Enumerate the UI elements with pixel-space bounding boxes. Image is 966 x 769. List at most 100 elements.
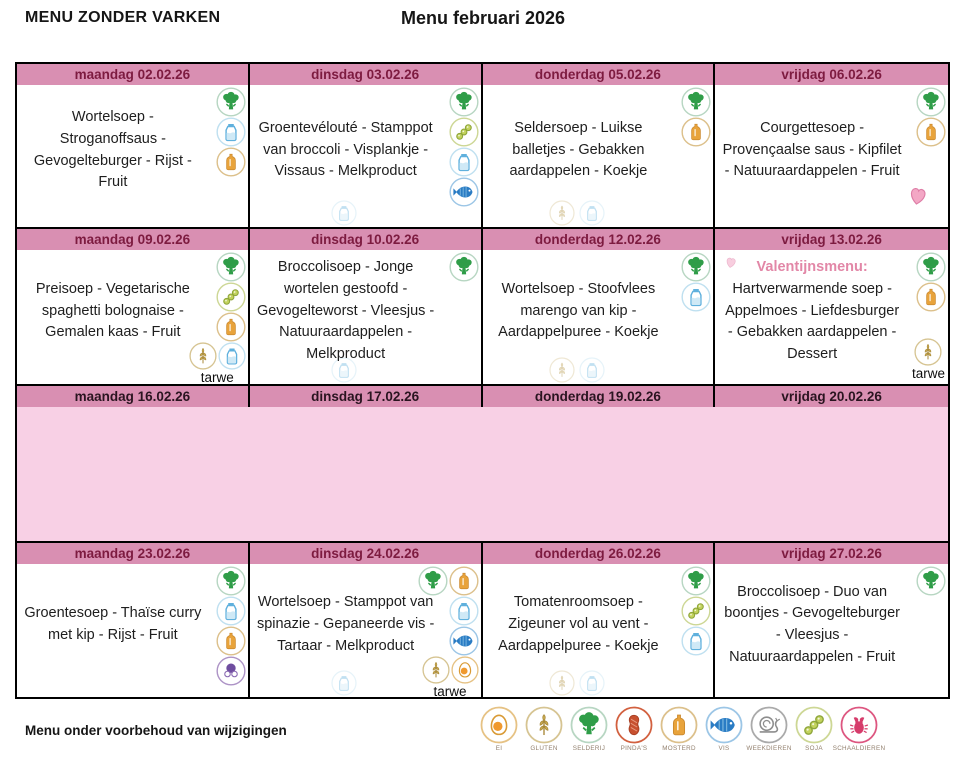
heart-decoration [903,180,933,215]
day-body: Broccolisoep - Jonge wortelen gestoofd -… [249,250,481,384]
allergen-icon-column [448,252,479,382]
day-body: Valentijnsmenu: Hartverwarmende soep - Ap… [715,250,948,384]
legend-label: EI [495,745,503,752]
menu-items: Tomatenroomsoep - Zigeuner vol au vent -… [498,594,659,654]
mosterd-icon [660,706,698,744]
legend-item-vis: VIS [703,706,745,752]
legend-label: VIS [718,745,730,752]
melk-icon [579,357,605,383]
legend-label: SOJA [805,745,823,752]
soja-icon [448,117,479,147]
day-cell: dinsdag 17.02.26 [249,386,483,407]
day-cell: donderdag 05.02.26 Seldersoep - Luikse ba… [482,64,716,227]
mosterd-icon [448,566,479,596]
menu-text: Groentesoep - Thaïse curry met kip - Rij… [17,564,248,697]
allergen-icon-column: tarwe [417,566,479,699]
day-header: donderdag 19.02.26 [482,386,714,407]
day-cell: maandag 09.02.26 Preisoep - Vegetarische … [17,229,250,385]
selderij-icon [570,706,608,744]
day-cell: maandag 02.02.26 Wortelsoep - Stroganoffs… [17,64,250,227]
day-header: dinsdag 17.02.26 [249,386,481,407]
day-cell: vrijdag 20.02.26 [715,386,948,407]
menu-items: Broccolisoep - Duo van boontjes - Gevoge… [724,583,900,665]
day-header: donderdag 05.02.26 [482,64,714,85]
legend-item-ei: EI [478,706,520,752]
selderij-icon [916,252,946,282]
soja-icon [681,596,711,626]
page-title: Menu februari 2026 [400,8,566,28]
week-row: maandag 09.02.26 Preisoep - Vegetarische … [17,229,948,386]
menu-items: Courgettesoep - Provençaalse saus - Kipf… [722,119,902,180]
footer-note: Menu onder voorbehoud van wijzigingen [25,723,287,738]
mosterd-icon [916,117,946,147]
day-cell: donderdag 19.02.26 [482,386,716,407]
selderij-icon [916,87,946,117]
selderij-icon [216,252,246,282]
ei-icon [450,656,479,684]
tarwe-label: tarwe [200,370,234,385]
faint-allergen-icons [489,200,666,226]
day-header: maandag 02.02.26 [17,64,248,85]
menu-items: Hartverwarmende soep - Appelmoes - Liefd… [725,280,900,363]
menu-text: Valentijnsmenu: Hartverwarmende soep - Ap… [715,250,948,384]
tarwe-label: tarwe [433,684,467,699]
faint-allergen-icons [489,357,666,383]
day-body: Courgettesoep - Provençaalse saus - Kipf… [715,85,948,227]
week-row: maandag 16.02.26 dinsdag 17.02.26 donderda… [17,386,948,543]
legend-item-soja: SOJA [793,706,835,752]
heart-icon [903,180,933,210]
day-header: dinsdag 10.02.26 [249,229,481,250]
gluten-icon [549,670,575,696]
page-title-left: MENU ZONDER VARKEN [25,9,221,26]
day-header: vrijdag 20.02.26 [715,386,948,407]
melk-icon [331,357,357,383]
menu-text: Broccolisoep - Jonge wortelen gestoofd -… [250,250,481,384]
tarwe-block: tarwe [189,342,246,386]
allergen-icon-column [448,87,479,225]
melk-icon [681,282,711,312]
ei-icon [480,706,518,744]
allergen-icon-column [216,566,246,695]
allergen-legend: EI GLUTEN SELDERIJ PINDA'S MOSTERD VIS WEEKDIE… [478,706,885,752]
day-body: Broccolisoep - Duo van boontjes - Gevoge… [715,564,948,697]
menu-items: Groentevélouté - Stamppot van broccoli -… [258,119,433,180]
day-body: Groentevélouté - Stamppot van broccoli -… [249,85,481,227]
menu-text: Courgettesoep - Provençaalse saus - Kipf… [715,85,948,227]
day-body: Seldersoep - Luikse balletjes - Gebakken… [482,85,714,227]
menu-text: Wortelsoep - Stoofvlees marengo van kip … [483,250,714,384]
melk-icon [579,200,605,226]
day-header: dinsdag 24.02.26 [249,543,481,564]
day-body: Wortelsoep - Stamppot van spinazie - Gep… [249,564,481,699]
allergen-icon-column [681,87,711,225]
empty-week-band [17,407,948,541]
legend-item-selderij: SELDERIJ [568,706,610,752]
legend-item-weekdieren: WEEKDIEREN [746,706,791,752]
melk-icon [681,626,711,656]
legend-label: SELDERIJ [572,745,606,752]
legend-item-mosterd: MOSTERD [658,706,700,752]
day-cell: vrijdag 13.02.26 Valentijnsmenu: Hartverwa… [715,229,948,384]
week-row: maandag 02.02.26 Wortelsoep - Stroganoffs… [17,64,948,229]
allergen-icon-column: tarwe [189,252,246,385]
melk-icon [216,596,246,626]
weekdieren-icon [750,706,788,744]
melk-icon [448,147,479,177]
gluten-icon [189,342,217,370]
selderij-icon [916,566,946,596]
legend-item-gluten: GLUTEN [523,706,565,752]
gluten-icon [549,200,575,226]
faint-allergen-icons [256,200,433,226]
selderij-icon [216,566,246,596]
melk-icon [216,117,246,147]
day-header: vrijdag 06.02.26 [715,64,948,85]
legend-item-pindas: PINDA'S [613,706,655,752]
mosterd-icon [681,117,711,147]
melk-icon [331,670,357,696]
day-header: vrijdag 13.02.26 [715,229,948,250]
allergen-icon-column [681,566,711,695]
day-header: maandag 09.02.26 [17,229,248,250]
day-header: donderdag 26.02.26 [482,543,714,564]
melk-icon [331,200,357,226]
heart-icon [722,253,740,271]
